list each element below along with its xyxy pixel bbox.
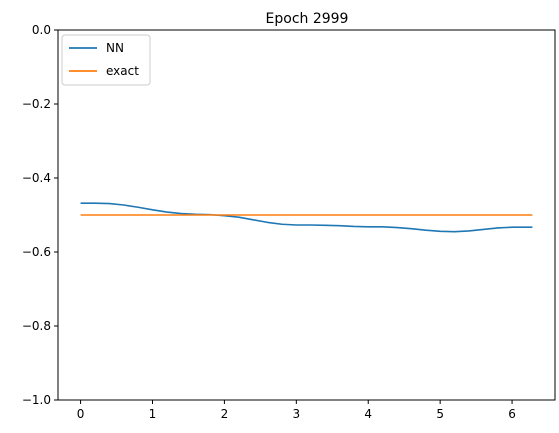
- y-tick-label: −0.4: [22, 171, 51, 185]
- plot-frame: [57, 29, 556, 401]
- x-tick-label: 6: [508, 407, 516, 421]
- y-tick-label: −0.8: [22, 319, 51, 333]
- x-tick-label: 3: [293, 407, 301, 421]
- y-axis: 0.0 −0.2 −0.4 −0.6 −0.8 −1.0: [22, 23, 58, 407]
- chart-title: Epoch 2999: [266, 11, 349, 27]
- x-tick-label: 1: [149, 407, 157, 421]
- x-tick-label: 2: [221, 407, 229, 421]
- legend-label-nn: NN: [106, 41, 124, 55]
- legend-label-exact: exact: [106, 64, 139, 78]
- x-tick-label: 4: [364, 407, 372, 421]
- legend: NN exact: [61, 34, 151, 86]
- y-tick-label: −1.0: [22, 393, 51, 407]
- y-tick-label: 0.0: [32, 23, 51, 37]
- series-line-nn: [80, 202, 533, 233]
- x-axis: 0 1 2 3 4 5 6: [77, 400, 516, 421]
- x-tick-label: 5: [436, 407, 444, 421]
- y-tick-label: −0.6: [22, 245, 51, 259]
- y-tick-label: −0.2: [22, 97, 51, 111]
- series-layer: [80, 202, 533, 233]
- x-tick-label: 0: [77, 407, 85, 421]
